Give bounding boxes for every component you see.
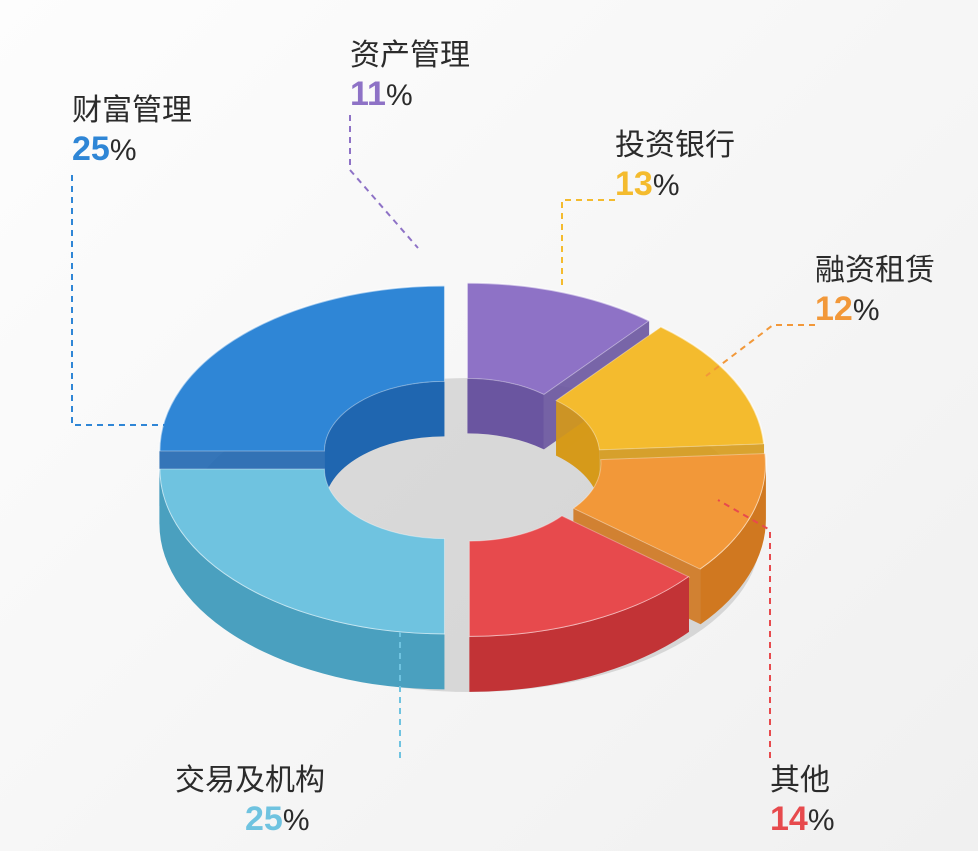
- label-inv_bank-pct: 13%: [615, 165, 680, 203]
- donut-chart: 资产管理11%投资银行13%融资租赁12%其他14%交易及机构25%财富管理25…: [0, 0, 978, 851]
- label-asset_mgmt-name: 资产管理: [350, 39, 470, 72]
- label-fin_lease-pct-sign: %: [853, 294, 880, 327]
- label-trading-pct-sign: %: [283, 804, 310, 837]
- leader-inv_bank: [562, 200, 615, 287]
- label-wealth-pct-value: 25: [72, 130, 110, 168]
- label-asset_mgmt-pct-sign: %: [386, 79, 413, 112]
- label-asset_mgmt-pct-value: 11: [350, 75, 386, 113]
- leader-asset_mgmt: [350, 115, 418, 248]
- label-fin_lease-pct-value: 12: [815, 290, 853, 328]
- label-asset_mgmt-pct: 11%: [350, 75, 413, 113]
- label-inv_bank-name: 投资银行: [615, 129, 735, 162]
- leader-wealth: [72, 175, 180, 425]
- label-trading-pct: 25%: [245, 800, 310, 838]
- label-other-name: 其他: [770, 764, 830, 797]
- label-wealth-pct-sign: %: [110, 134, 137, 167]
- label-fin_lease-name: 融资租赁: [815, 254, 935, 287]
- label-inv_bank-pct-value: 13: [615, 165, 653, 203]
- label-wealth-pct: 25%: [72, 130, 137, 168]
- label-wealth-name: 财富管理: [72, 94, 192, 127]
- label-other-pct-sign: %: [808, 804, 835, 837]
- label-other-pct-value: 14: [770, 800, 808, 838]
- label-trading-name: 交易及机构: [175, 764, 325, 797]
- label-other-pct: 14%: [770, 800, 835, 838]
- label-trading-pct-value: 25: [245, 800, 283, 838]
- label-inv_bank-pct-sign: %: [653, 169, 680, 202]
- label-fin_lease-pct: 12%: [815, 290, 880, 328]
